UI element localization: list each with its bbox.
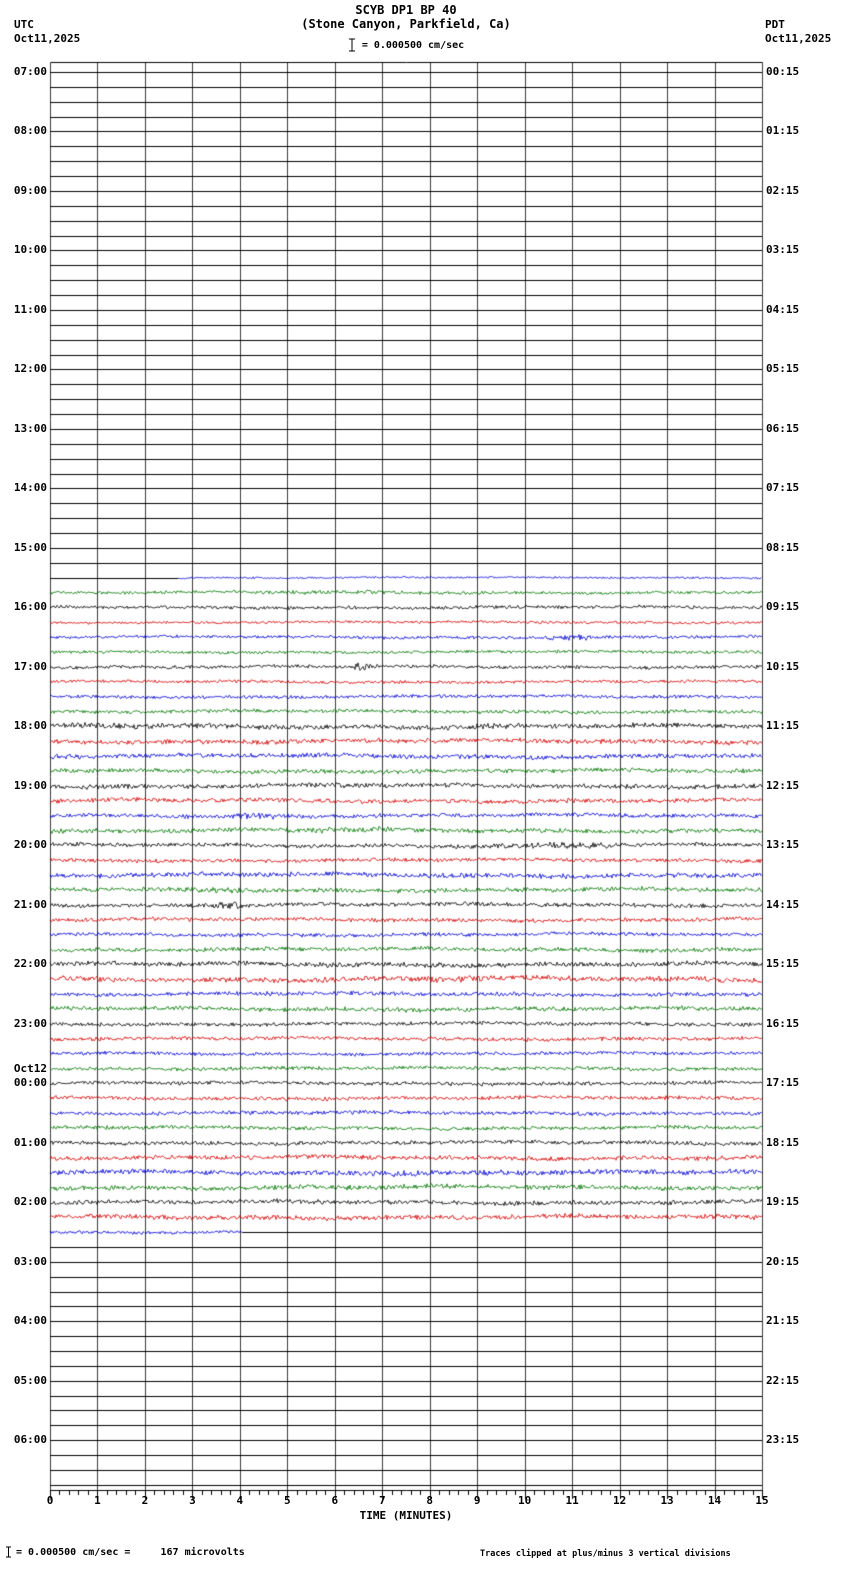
- utc-hour-label: 15:00: [13, 540, 47, 554]
- utc-hour-label: 11:00: [13, 302, 47, 316]
- local-hour-label: 00:15: [766, 65, 800, 78]
- local-hour-label: 11:15: [766, 719, 800, 733]
- local-hour-label: 19:15: [766, 1195, 800, 1209]
- local-hour-label: 22:15: [766, 1373, 800, 1387]
- local-hour-label: 03:15: [766, 243, 800, 257]
- x-tick-label: 5: [284, 1494, 291, 1507]
- utc-hour-label: 00:00: [13, 1076, 47, 1090]
- x-tick-label: 9: [473, 1494, 481, 1507]
- utc-hour-label: 22:00: [13, 957, 47, 971]
- local-hour-label: 07:15: [766, 481, 800, 495]
- local-hour-label: 09:15: [766, 600, 800, 614]
- local-hour-label: 06:15: [766, 421, 800, 435]
- local-hour-label: 16:15: [766, 1016, 800, 1030]
- utc-hour-label: 09:00: [13, 183, 47, 197]
- x-tick-label: 3: [189, 1494, 196, 1507]
- utc-hour-label: 19:00: [13, 778, 47, 792]
- footer-clip-note: Traces clipped at plus/minus 3 vertical …: [480, 1549, 731, 1559]
- utc-hour-label: 10:00: [13, 243, 47, 257]
- local-hour-label: 10:15: [766, 659, 800, 673]
- x-axis-title: TIME (MINUTES): [359, 1509, 453, 1522]
- utc-hour-label: 04:00: [13, 1314, 47, 1328]
- local-hour-label: 05:15: [766, 362, 800, 376]
- utc-hour-label: 08:00: [13, 124, 47, 138]
- utc-hour-label: 17:00: [13, 659, 47, 673]
- local-hour-label: 02:15: [766, 183, 800, 197]
- local-hour-label: 21:15: [766, 1314, 800, 1328]
- local-hour-label: 15:15: [766, 957, 800, 971]
- utc-hour-label: 03:00: [13, 1254, 47, 1268]
- utc-hour-label: 13:00: [13, 421, 47, 435]
- utc-hour-label: 18:00: [13, 719, 47, 733]
- local-hour-label: 01:15: [766, 124, 800, 138]
- local-hour-label: 14:15: [766, 897, 800, 911]
- x-tick-label: 7: [378, 1494, 386, 1507]
- local-hour-label: 17:15: [766, 1076, 800, 1090]
- x-tick-label: 8: [426, 1494, 434, 1507]
- x-tick-label: 4: [236, 1494, 244, 1507]
- x-tick-label: 1: [94, 1494, 101, 1507]
- local-hour-label: 08:15: [766, 540, 800, 554]
- x-tick-label: 15: [755, 1494, 769, 1507]
- utc-hour-label: 16:00: [13, 600, 47, 614]
- utc-hour-label: 21:00: [13, 897, 47, 911]
- local-hour-label: 23:15: [766, 1433, 800, 1447]
- utc-hour-label: 20:00: [13, 838, 47, 852]
- x-tick-label: 12: [612, 1494, 627, 1507]
- utc-hour-label: 12:00: [13, 362, 47, 376]
- local-hour-label: 04:15: [766, 302, 800, 316]
- footer-scale-note: = 0.000500 cm/sec = 167 microvolts: [5, 1546, 245, 1558]
- local-hour-label: 13:15: [766, 838, 800, 852]
- utc-hour-label: 02:00: [13, 1195, 47, 1209]
- local-hour-label: 18:15: [766, 1135, 800, 1149]
- x-tick-label: 2: [141, 1494, 149, 1507]
- x-tick-label: 6: [331, 1494, 339, 1507]
- x-tick-label: 10: [518, 1494, 532, 1507]
- utc-hour-label: 23:00: [13, 1016, 47, 1030]
- x-tick-label: 13: [660, 1494, 674, 1507]
- x-tick-label: 11: [565, 1494, 579, 1507]
- utc-hour-label: 06:00: [13, 1433, 47, 1447]
- x-tick-label: 0: [46, 1494, 54, 1507]
- utc-hour-label: 05:00: [13, 1373, 47, 1387]
- local-hour-label: 20:15: [766, 1254, 800, 1268]
- x-tick-label: 14: [707, 1494, 722, 1507]
- utc-date-rollover-label: Oct12: [13, 1062, 47, 1076]
- utc-hour-label: 14:00: [13, 481, 47, 495]
- utc-hour-label: 01:00: [13, 1135, 47, 1149]
- utc-hour-label: 07:00: [13, 65, 47, 78]
- scale-bar-icon: [6, 1546, 11, 1558]
- footer-scale-text: = 0.000500 cm/sec = 167 microvolts: [16, 1546, 245, 1558]
- local-hour-label: 12:15: [766, 778, 800, 792]
